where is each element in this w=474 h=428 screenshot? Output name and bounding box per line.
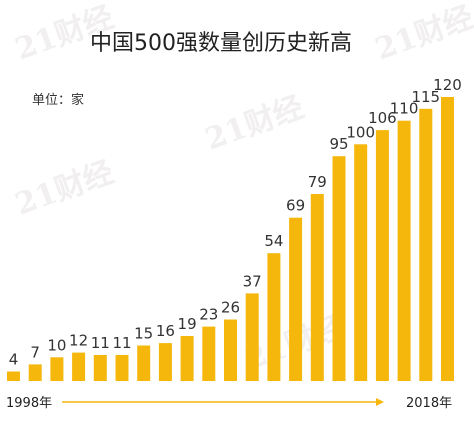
bar-1999 — [28, 364, 42, 381]
value-label-1998: 4 — [9, 351, 19, 369]
bar-2004 — [137, 345, 151, 381]
value-label-2016: 110 — [390, 100, 419, 118]
bar-series — [7, 97, 454, 382]
value-label-2001: 12 — [69, 332, 88, 350]
bar-2009 — [245, 293, 259, 381]
bar-2001 — [72, 352, 86, 381]
value-label-2008: 26 — [221, 299, 240, 317]
value-label-2018: 120 — [433, 76, 462, 94]
chart-title: 中国500强数量创历史新高 — [90, 31, 352, 56]
bar-2012 — [310, 194, 324, 381]
bar-2018 — [441, 97, 454, 381]
value-label-2017: 115 — [411, 88, 440, 106]
bar-2013 — [332, 156, 346, 381]
bar-2002 — [93, 355, 107, 381]
unit-label: 单位：家 — [32, 92, 84, 108]
value-label-2011: 69 — [286, 197, 305, 215]
value-label-2004: 15 — [134, 325, 153, 343]
watermark-text: 21财经 — [371, 0, 474, 68]
value-label-2005: 16 — [156, 322, 175, 340]
bar-2014 — [354, 144, 368, 381]
value-label-2012: 79 — [308, 173, 327, 191]
bar-2003 — [115, 355, 129, 381]
value-label-2007: 23 — [199, 306, 218, 324]
bar-2010 — [267, 253, 281, 381]
value-label-2013: 95 — [329, 135, 348, 153]
value-label-2000: 10 — [47, 336, 66, 354]
value-label-2006: 19 — [178, 315, 197, 333]
bar-1998 — [7, 371, 20, 381]
bar-2017 — [419, 108, 433, 382]
bar-2008 — [224, 319, 237, 381]
value-label-2009: 37 — [243, 272, 262, 290]
watermark-text: 21财经 — [201, 90, 309, 158]
end-year-label: 2018年 — [406, 396, 452, 411]
value-label-1999: 7 — [30, 343, 40, 361]
bar-2007 — [202, 326, 216, 381]
start-year-label: 1998年 — [6, 396, 52, 411]
value-label-2003: 11 — [112, 334, 131, 352]
watermark-text: 21财经 — [11, 155, 119, 223]
bar-2011 — [289, 217, 303, 381]
bar-2000 — [50, 357, 64, 381]
bar-2015 — [375, 130, 389, 381]
value-label-2010: 54 — [264, 232, 283, 250]
bar-2006 — [180, 336, 194, 381]
value-label-2002: 11 — [91, 334, 110, 352]
value-label-2015: 106 — [368, 109, 397, 127]
bar-2016 — [397, 120, 411, 381]
bar-2005 — [158, 343, 172, 381]
timeline-arrow-head — [376, 398, 384, 406]
value-label-2014: 100 — [346, 123, 375, 141]
